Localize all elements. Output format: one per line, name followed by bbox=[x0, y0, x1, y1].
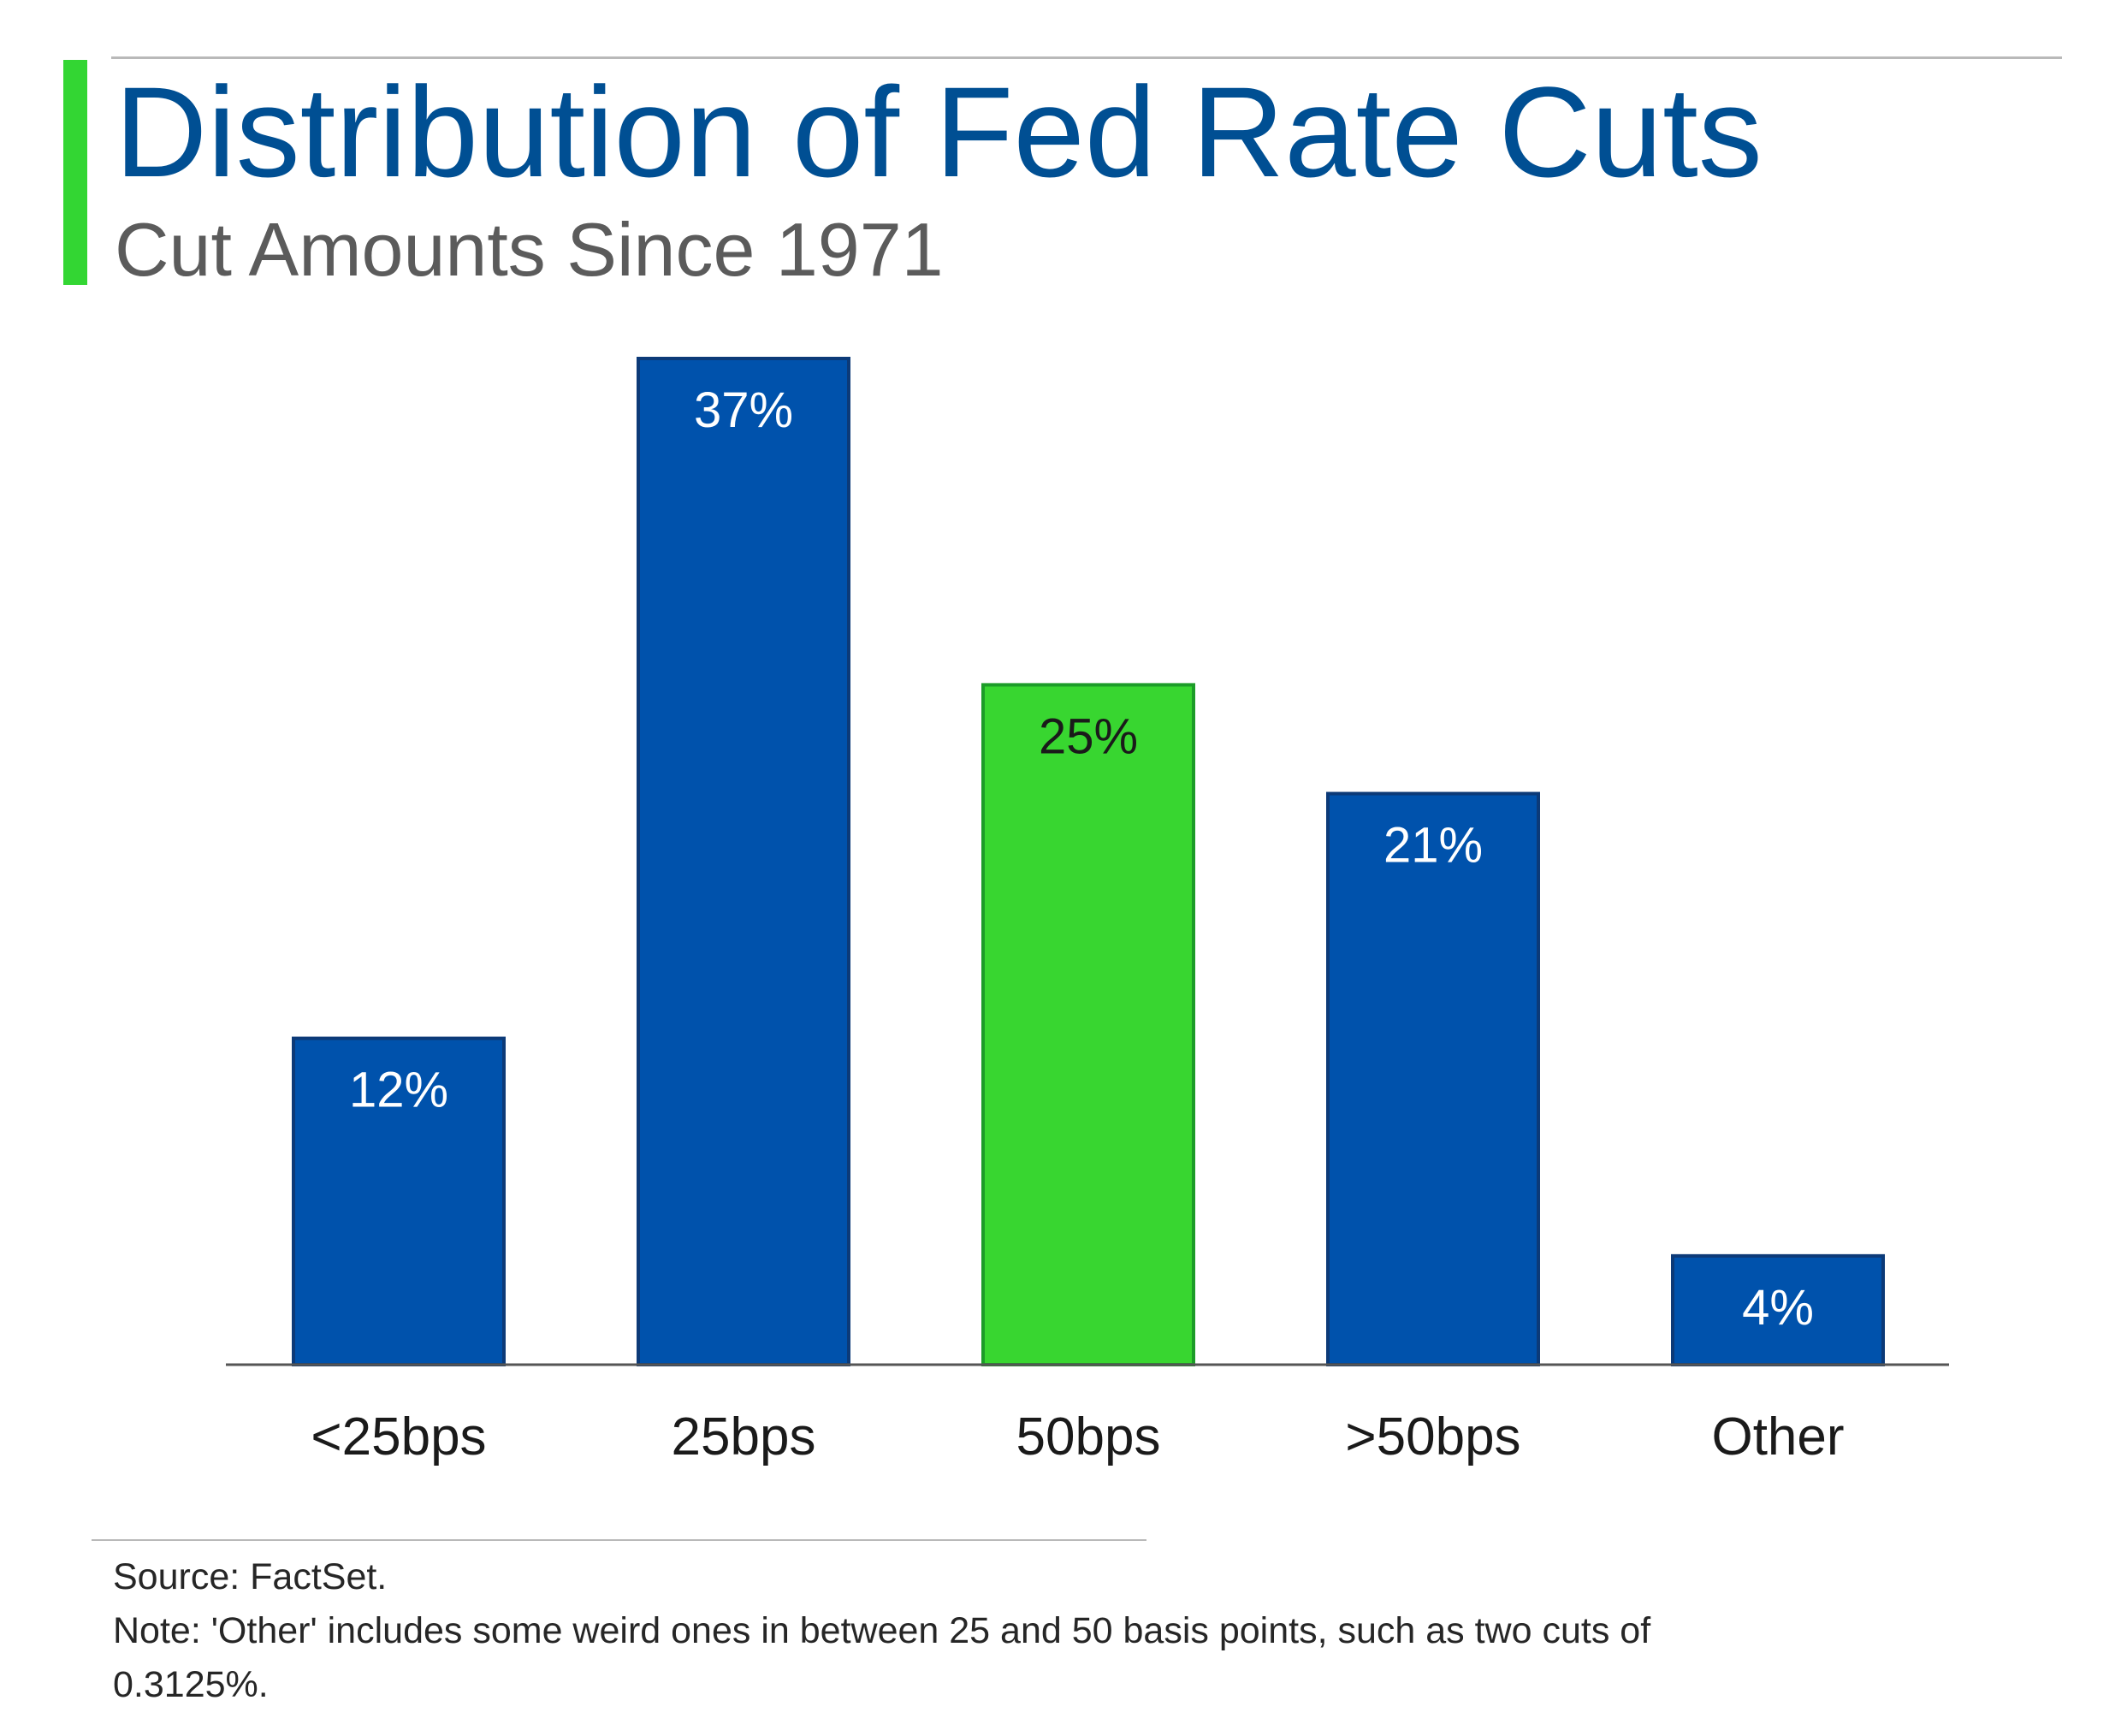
source-note: Source: FactSet. bbox=[113, 1556, 388, 1597]
x-tick-label-gt-50bps: >50bps bbox=[1345, 1407, 1520, 1466]
x-tick-label-other: Other bbox=[1711, 1407, 1844, 1466]
chart-title: Distribution of Fed Rate Cuts bbox=[115, 60, 1763, 204]
bar-chart: 12% 37% 25% 21% 4% <25bps 25bps 50bps >50bps Oth… bbox=[226, 357, 1949, 1466]
data-label-other: 4% bbox=[1742, 1280, 1814, 1336]
data-label-gt-50bps: 21% bbox=[1383, 818, 1483, 874]
bar-gt-50bps bbox=[1326, 791, 1540, 1366]
bars-group bbox=[292, 357, 1885, 1366]
x-tick-label-50bps: 50bps bbox=[1016, 1407, 1161, 1466]
chart-subtitle: Cut Amounts Since 1971 bbox=[115, 207, 944, 292]
explanatory-note: Note: 'Other' includes some weird ones i… bbox=[113, 1610, 1651, 1705]
data-label-lt-25bps: 12% bbox=[349, 1063, 448, 1118]
top-divider bbox=[111, 56, 2062, 59]
title-accent-bar bbox=[63, 60, 87, 285]
x-tick-labels-group: <25bps 25bps 50bps >50bps Other bbox=[311, 1407, 1844, 1466]
bar-25bps bbox=[637, 357, 850, 1366]
footnotes: Source: FactSet. Note: 'Other' includes … bbox=[113, 1550, 1781, 1712]
x-tick-label-25bps: 25bps bbox=[672, 1407, 816, 1466]
data-label-25bps: 37% bbox=[694, 382, 793, 438]
bar-other bbox=[1671, 1253, 1885, 1366]
data-label-50bps: 25% bbox=[1039, 708, 1138, 764]
bar-50bps bbox=[981, 683, 1195, 1366]
data-labels-group: 12% 37% 25% 21% 4% bbox=[349, 382, 1814, 1336]
x-tick-label-lt-25bps: <25bps bbox=[311, 1407, 486, 1466]
footer-divider bbox=[92, 1539, 1146, 1541]
